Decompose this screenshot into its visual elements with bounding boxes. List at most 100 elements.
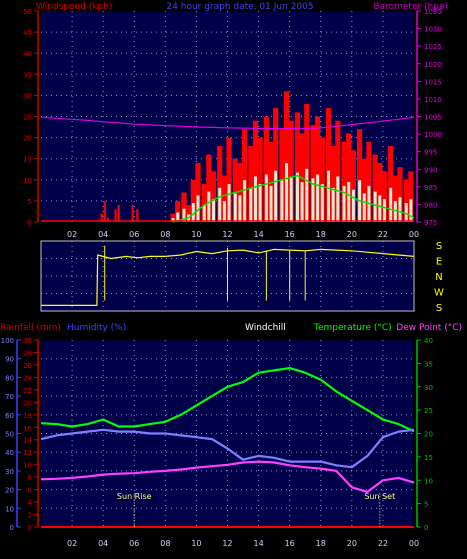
wind-left-tick-label: 50 [23, 8, 32, 16]
wind-bar [195, 162, 201, 222]
wind-bar [350, 150, 356, 222]
wind-core-bar [409, 199, 413, 222]
wind-core-bar [285, 163, 289, 222]
wind-x-tick-label: 04 [98, 230, 108, 239]
humidity-tick-label: 40 [5, 449, 14, 457]
temp-x-tick-label: 02 [67, 539, 77, 548]
graph-date-title: 24 hour graph date, 01 Jun 2005 [166, 2, 313, 12]
wind-core-bar [243, 180, 247, 222]
sun-rise-label: Sun Rise [117, 492, 152, 501]
wind-bar [279, 129, 285, 222]
wind-bar [170, 213, 176, 222]
wind-bar [106, 217, 109, 222]
rain-tick-label: 20 [23, 399, 32, 407]
rain-tick-label: 18 [23, 412, 32, 420]
wind-bar [330, 146, 336, 222]
wind-left-tick-label: 30 [23, 92, 32, 100]
baro-right-tick-label: 1005 [424, 114, 442, 122]
wind-core-bar [280, 180, 284, 222]
wind-bar [237, 162, 243, 222]
wind-core-bar [222, 201, 226, 222]
direction-compass-label: E [436, 257, 442, 268]
wind-core-bar [404, 203, 408, 222]
wind-bar [310, 124, 316, 222]
humidity-tick-label: 50 [5, 431, 14, 439]
temp-tick-label: 10 [424, 477, 433, 485]
wind-core-bar [362, 193, 366, 222]
wind-core-bar [238, 195, 242, 222]
wind-left-tick-label: 20 [23, 135, 32, 143]
temp-x-tick-label: 14 [253, 539, 263, 548]
temp-x-tick-label: 10 [191, 539, 201, 548]
rain-tick-label: 12 [23, 449, 32, 457]
wind-bar [268, 141, 274, 222]
wind-bar [221, 175, 227, 222]
wind-x-tick-label: 16 [285, 230, 295, 239]
wind-bar [114, 209, 117, 222]
baro-right-tick-label: 1030 [424, 26, 442, 34]
wind-left-tick-label: 45 [23, 29, 32, 37]
direction-compass-label: N [435, 272, 442, 283]
wind-core-bar [212, 199, 216, 222]
rainfall-axis-title: Rainfall (mm) [0, 323, 61, 333]
dewpoint-line [40, 460, 415, 493]
wind-bar [226, 137, 232, 222]
wind-bar [257, 137, 263, 222]
baro-right-tick-label: 975 [424, 219, 437, 227]
wind-bar [206, 154, 212, 222]
rain-tick-label: 2 [28, 512, 32, 520]
wind-bar [131, 205, 134, 222]
humidity-tick-label: 70 [5, 393, 14, 401]
baro-right-tick-label: 990 [424, 166, 437, 174]
wind-bar [103, 200, 106, 222]
rain-tick-label: 6 [28, 487, 33, 495]
wind-bar [381, 171, 388, 222]
rain-tick-label: 22 [23, 387, 32, 395]
wind-bar [294, 112, 301, 222]
wind-x-tick-label: 00 [409, 230, 419, 239]
wind-bar [241, 129, 248, 222]
wind-core-bar [269, 185, 273, 222]
baro-right-tick-label: 1010 [424, 96, 442, 104]
wind-left-tick-label: 15 [23, 156, 32, 164]
humidity-axis-title: Humidity (%) [67, 323, 126, 333]
wind-bar [388, 146, 394, 222]
wind-core-bar [320, 184, 324, 222]
wind-core-bar [274, 170, 278, 222]
wind-left-tick-label: 5 [28, 198, 32, 206]
wind-bar [366, 141, 372, 222]
baro-right-tick-label: 1000 [424, 131, 442, 139]
windchill-axis-title: Windchill [245, 323, 286, 333]
wind-x-tick-label: 18 [316, 230, 326, 239]
wind-core-bar [289, 176, 293, 222]
wind-core-bar [311, 178, 315, 222]
temperature-line [40, 367, 415, 433]
sun-set-label: Sun Set [364, 492, 395, 501]
wind-core-bar [191, 203, 195, 222]
wind-bar [248, 146, 254, 222]
wind-core-bar [378, 195, 382, 222]
humidity-line [40, 428, 415, 469]
humidity-tick-label: 80 [5, 374, 14, 382]
baro-right-tick-label: 1020 [424, 61, 442, 69]
wind-x-tick-label: 14 [253, 230, 263, 239]
humidity-tick-label: 60 [5, 412, 14, 420]
wind-core-bar [373, 191, 377, 222]
temp-x-tick-label: 16 [285, 539, 295, 548]
wind-bar [117, 205, 120, 222]
rain-tick-label: 0 [28, 524, 32, 532]
wind-bar [273, 108, 279, 222]
wind-core-bar [327, 170, 331, 222]
temp-tick-label: 15 [424, 454, 433, 462]
wind-core-bar [398, 197, 402, 222]
wind-core-bar [264, 174, 268, 222]
wind-bar [175, 200, 181, 222]
wind-bar [252, 120, 259, 222]
wind-core-bar [305, 168, 309, 222]
wind-bar [377, 162, 383, 222]
barometer-line [40, 116, 415, 130]
barometer-axis-title: Barometer (hpa) [373, 2, 448, 12]
wind-left-tick-label: 35 [23, 71, 32, 79]
rain-tick-label: 30 [23, 337, 32, 345]
